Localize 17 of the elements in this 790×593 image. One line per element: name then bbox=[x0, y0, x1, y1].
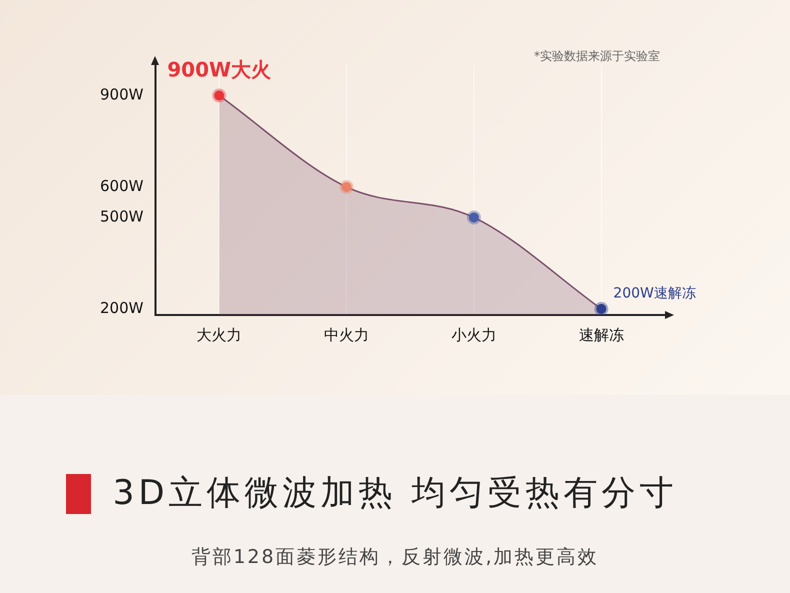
x-tick-label: 小火力 bbox=[451, 326, 496, 344]
point bbox=[340, 180, 354, 194]
point bbox=[594, 302, 608, 315]
y-tick-label: 200W bbox=[100, 298, 144, 317]
point bbox=[466, 210, 481, 224]
y-tick-label: 600W bbox=[100, 176, 144, 195]
x-tick-label: 大火力 bbox=[196, 326, 242, 344]
y-tick-label: 900W bbox=[100, 85, 144, 104]
point bbox=[212, 88, 226, 102]
annotation: 200W速解冻 bbox=[613, 286, 696, 302]
text: 背部128面菱形结构，反射微波,加热更高效 bbox=[190, 545, 600, 570]
y-tick-label: 500W bbox=[100, 207, 144, 226]
x-tick-label: 中火力 bbox=[324, 326, 370, 344]
text: *实验数据来源于实验室 bbox=[534, 48, 660, 65]
annotation: 900W大火 bbox=[167, 58, 272, 82]
text: 3D立体微波加热 均匀受热有分寸 bbox=[112, 472, 678, 515]
x-tick-label: 速解冻 bbox=[578, 326, 624, 344]
